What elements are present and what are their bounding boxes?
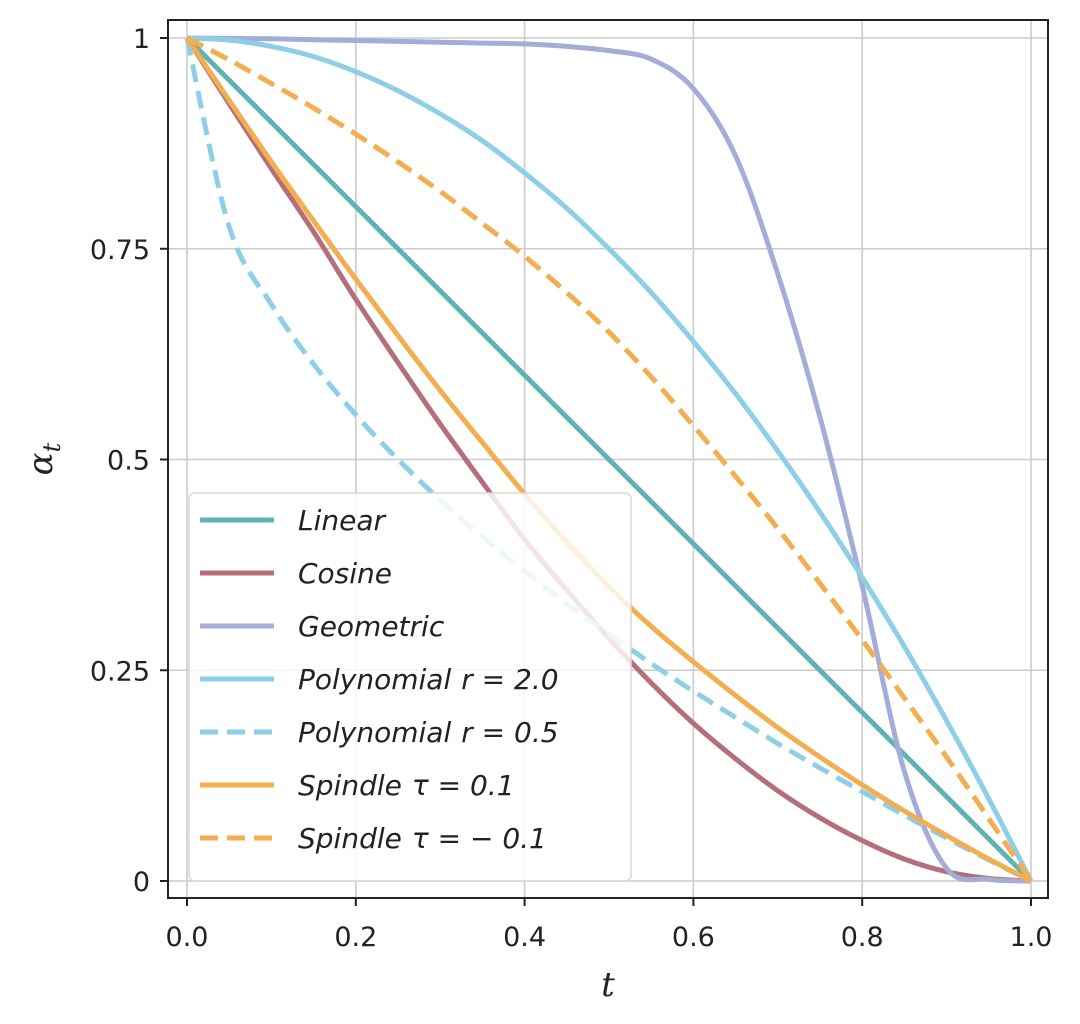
- x-tick-label: 0.0: [166, 922, 209, 953]
- y-tick-label: 0: [133, 867, 150, 898]
- legend-entry-label: Geometric: [298, 610, 445, 643]
- x-tick-label: 0.6: [672, 922, 715, 953]
- series-line-linear: [185, 36, 1033, 883]
- series-line-spindle-0-1: [185, 35, 1034, 883]
- legend-box: [188, 492, 632, 882]
- y-tick-label: 0.25: [90, 656, 150, 687]
- y-axis-label: αt: [21, 442, 66, 475]
- legend-entry-label: Spindle τ = 0.1: [298, 769, 515, 802]
- legend-entry-label: Cosine: [298, 557, 392, 590]
- x-axis-label: t: [601, 965, 615, 1005]
- x-tick-label: 0.8: [841, 922, 884, 953]
- legend-entry-label: Polynomial r = 2.0: [298, 663, 559, 696]
- x-tick-label: 1.0: [1010, 922, 1053, 953]
- series-line-polynomial-r-2-0: [186, 35, 1034, 883]
- legend-entry-label: Linear: [298, 504, 387, 537]
- x-tick-label: 0.4: [503, 922, 546, 953]
- y-tick-label: 0.5: [107, 446, 150, 477]
- x-tick-label: 0.2: [334, 922, 377, 953]
- axis-ticks: 0.0 0.2 0.4 0.6 0.8 1.0 0 0.25 0.5 0.75 1: [90, 24, 1053, 953]
- legend-entry-label: Polynomial r = 0.5: [298, 716, 559, 749]
- y-tick-label: 0.75: [90, 235, 150, 266]
- series-line-geometric: [186, 35, 1032, 884]
- legend-entry-label: Spindle τ = − 0.1: [298, 822, 547, 855]
- legend: Linear Cosine Geometric Polynomial r = 2.0 Po…: [188, 492, 632, 882]
- y-tick-label: 1: [133, 24, 150, 55]
